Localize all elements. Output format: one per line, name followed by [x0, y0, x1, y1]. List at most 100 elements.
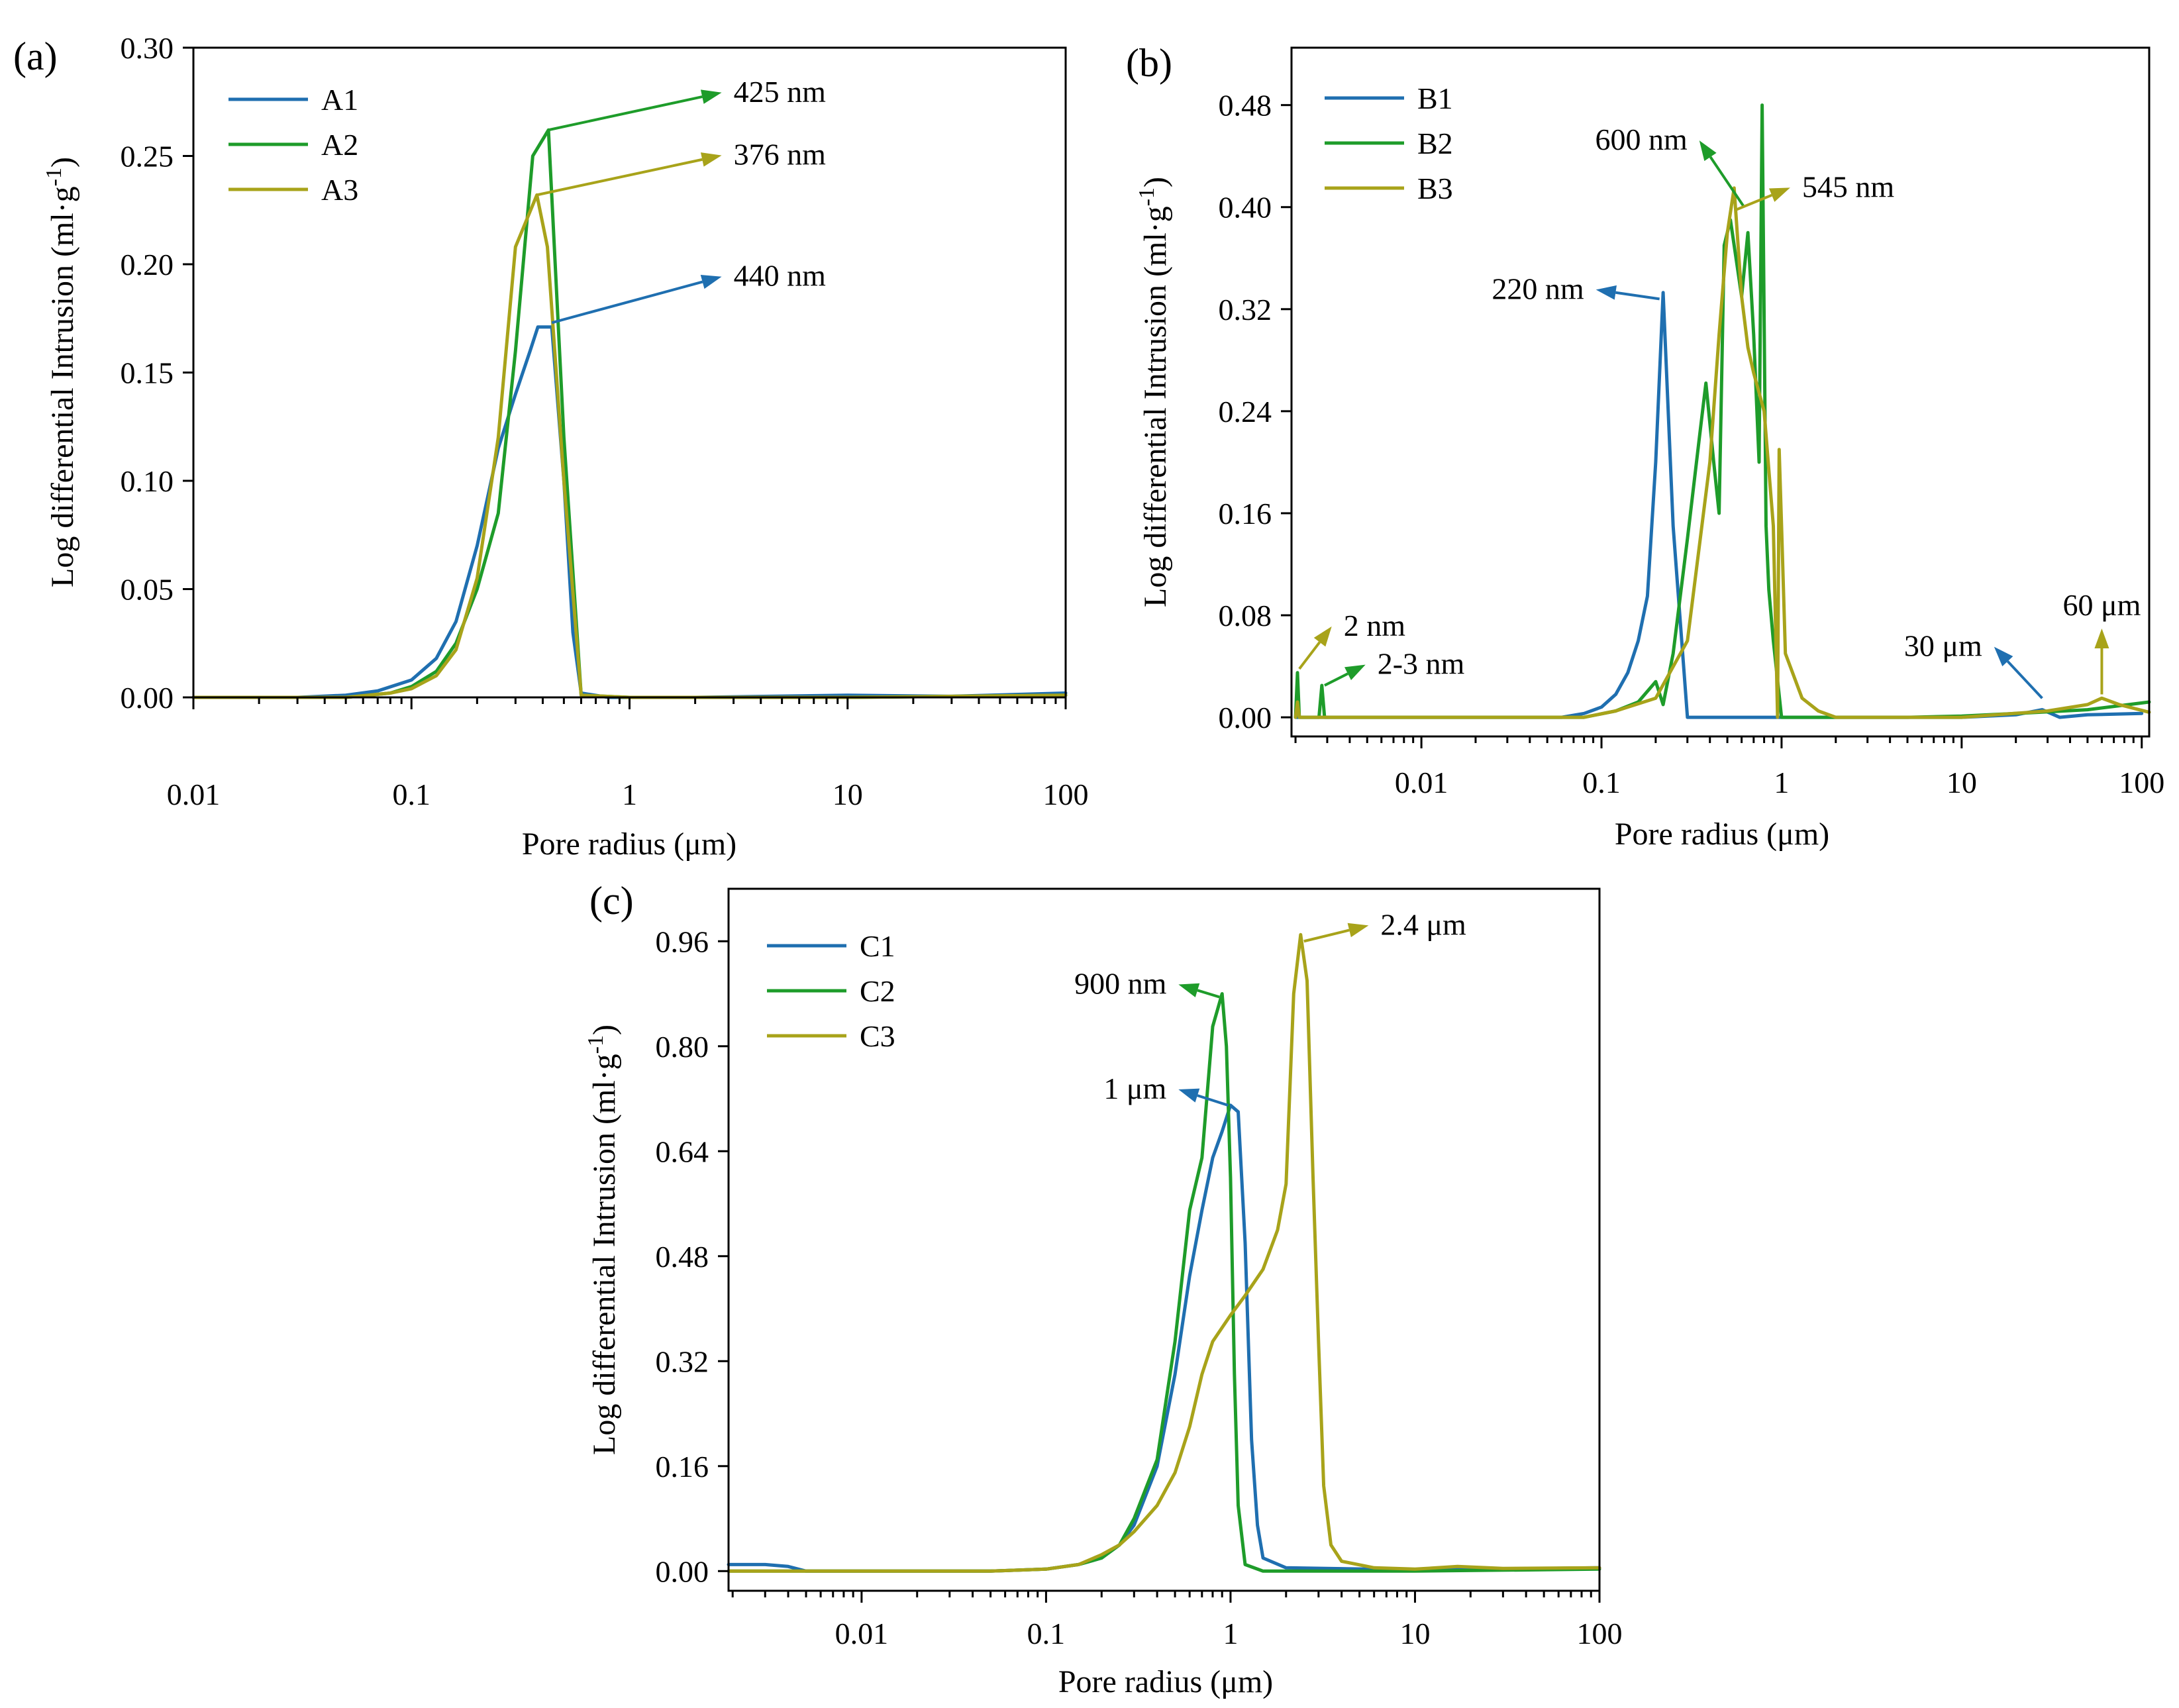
legend-label: B3 [1417, 172, 1453, 205]
legend-label: A1 [321, 83, 358, 117]
annotation-arrow [1615, 291, 1660, 301]
y-tick-label: 0.25 [121, 140, 174, 174]
x-tick-label: 0.01 [835, 1617, 889, 1650]
plot-frame [727, 887, 1601, 1592]
annotation-arrowhead [700, 89, 722, 104]
legend: A1 A2 A3 [228, 83, 358, 207]
y-tick-label: 0.80 [656, 1030, 709, 1064]
panel-label: (b) [1126, 41, 1172, 85]
y-tick-label: 0.48 [1219, 89, 1272, 123]
x-tick-label: 0.01 [1395, 766, 1448, 799]
panel-label: (a) [13, 34, 58, 78]
annotation-label: 2-3 nm [1378, 647, 1465, 681]
series-layer [191, 128, 1068, 699]
annotation-arrowhead [2094, 628, 2109, 649]
series-line-a2 [191, 128, 1068, 699]
x-tick-label: 100 [2119, 766, 2164, 799]
annotation-label: 600 nm [1595, 123, 1688, 156]
x-axis-title: Pore radius (μm) [1615, 817, 1829, 852]
legend-label: C1 [860, 929, 895, 963]
x-tick-label: 0.01 [167, 778, 221, 811]
y-axis-title: Log differential Intrusion (ml·g-1) [1135, 177, 1174, 607]
annotation-arrowhead [1596, 285, 1617, 300]
y-tick-label: 0.00 [1219, 701, 1272, 734]
series-layer [727, 932, 1601, 1573]
y-tick-label: 0.00 [121, 681, 174, 715]
annotation-label: 60 μm [2062, 588, 2141, 622]
legend-label: C3 [860, 1019, 895, 1053]
y-tick-label: 0.00 [656, 1554, 709, 1588]
annotation-arrowhead [1313, 626, 1332, 647]
x-axis-title: Pore radius (μm) [522, 827, 736, 862]
annotations: 2.4 μm 900 nm 1 μm [1074, 907, 1466, 1107]
legend: C1 C2 C3 [767, 929, 895, 1053]
y-tick-label: 0.20 [121, 248, 174, 281]
annotation-arrowhead [1347, 923, 1369, 938]
y-tick-label: 0.64 [656, 1134, 709, 1168]
y-axis-title: Log differential Intrusion (ml·g-1) [583, 1025, 623, 1455]
panel-label: (c) [589, 879, 634, 923]
annotation-label: 900 nm [1074, 967, 1167, 1001]
series-line-a1 [191, 325, 1068, 699]
annotation-arrow [1197, 1094, 1229, 1107]
annotation-arrowhead [1768, 187, 1790, 202]
annotation-arrow [536, 158, 703, 197]
annotation-label: 2.4 μm [1380, 907, 1466, 941]
ticks-layer: 0.01 0.1 1 10 100 0.00 0.05 0.10 0.15 0.20 0.25 0.3… [121, 31, 1089, 811]
y-tick-label: 0.05 [121, 573, 174, 607]
annotation-arrowhead [1699, 140, 1717, 162]
annotations: 600 nm 545 nm 220 nm 2 nm 2-3 nm 30 μm 60 μm [1298, 123, 2141, 699]
annotation-arrow [1709, 156, 1746, 208]
annotation-arrowhead [700, 274, 722, 289]
annotation-arrow [2006, 660, 2043, 699]
annotation-arrow [1298, 641, 1321, 670]
panel-a: (a) 0.01 0.1 1 10 100 0.00 0.05 0.10 0.15 0.20 0.2… [13, 31, 1089, 862]
annotation-arrow [1324, 672, 1348, 687]
y-tick-label: 0.40 [1219, 191, 1272, 225]
annotation-label: 440 nm [734, 259, 827, 293]
x-tick-label: 0.1 [1027, 1617, 1066, 1650]
x-tick-label: 1 [622, 778, 637, 811]
y-tick-label: 0.24 [1219, 395, 1272, 428]
annotation-arrowhead [1994, 646, 2013, 667]
x-tick-label: 1 [1774, 766, 1789, 799]
legend-label: A2 [321, 128, 358, 162]
x-tick-label: 100 [1043, 778, 1089, 811]
y-tick-label: 0.32 [1219, 293, 1272, 327]
annotations: 425 nm 376 nm 440 nm [536, 75, 827, 325]
panel-b: (b) 0.01 0.1 1 10 100 0.00 0.08 0.16 0.24 0.32 0.4… [1126, 41, 2164, 852]
annotation-arrow [548, 95, 703, 132]
series-line-b3 [1293, 186, 2151, 719]
annotation-label: 1 μm [1103, 1072, 1166, 1105]
series-line-c1 [727, 1103, 1601, 1573]
plot-frame [1290, 46, 2151, 738]
annotation-label: 30 μm [1904, 629, 1982, 663]
annotation-label: 2 nm [1344, 609, 1405, 642]
annotation-arrowhead [1344, 664, 1366, 681]
x-tick-label: 10 [833, 778, 863, 811]
annotation-label: 376 nm [734, 138, 827, 172]
annotation-arrowhead [1178, 983, 1200, 997]
annotation-arrow [1197, 989, 1220, 999]
y-tick-label: 0.15 [121, 356, 174, 390]
annotation-arrowhead [1178, 1088, 1200, 1103]
legend-label: B2 [1417, 126, 1453, 160]
ticks-layer: 0.01 0.1 1 10 100 0.00 0.16 0.32 0.48 0.64 0.80 0.9… [656, 925, 1623, 1650]
x-tick-label: 100 [1577, 1617, 1623, 1650]
x-tick-label: 10 [1947, 766, 1977, 799]
x-tick-label: 10 [1399, 1617, 1430, 1650]
x-axis-title: Pore radius (μm) [1058, 1664, 1273, 1699]
annotation-arrow [1735, 193, 1772, 211]
panel-c: (c) 0.01 0.1 1 10 100 0.00 0.16 0.32 0.48 0.64 0.8… [583, 879, 1623, 1699]
y-tick-label: 0.10 [121, 464, 174, 498]
legend-label: C2 [860, 974, 895, 1008]
x-tick-label: 0.1 [393, 778, 431, 811]
y-axis-title: Log differential Intrusion (ml·g-1) [42, 157, 81, 587]
y-tick-label: 0.16 [656, 1450, 709, 1483]
y-tick-label: 0.48 [656, 1240, 709, 1274]
annotation-arrow [551, 280, 703, 325]
annotation-arrowhead [700, 152, 722, 167]
legend-label: A3 [321, 173, 358, 207]
annotation-arrow [1303, 929, 1350, 943]
